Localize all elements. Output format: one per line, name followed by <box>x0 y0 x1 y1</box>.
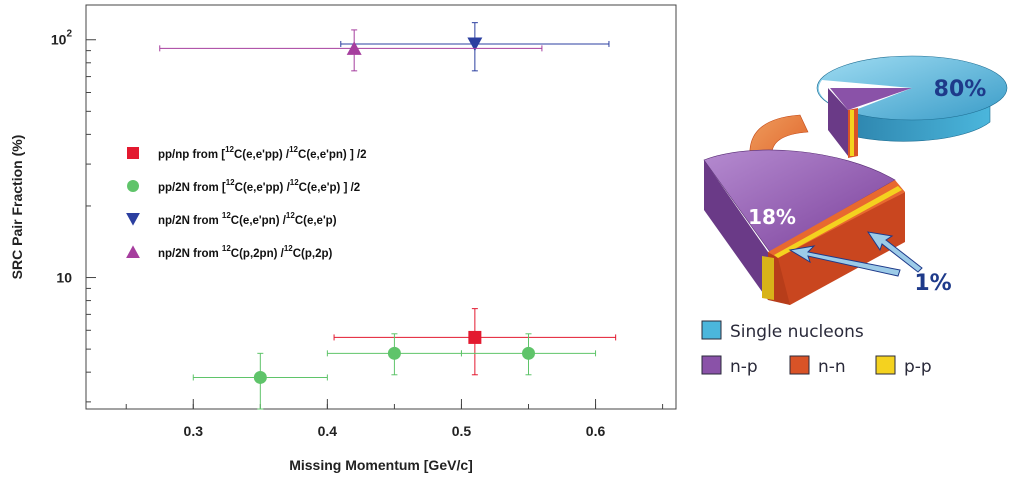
y-tick-labels: 10 102 <box>51 29 73 286</box>
data-point-series-1-0 <box>192 352 328 410</box>
scatter-chart: 0.3 0.4 0.5 0.6 10 102 pp/np from [12C(e,e'p… <box>9 4 677 473</box>
pie-chart: 80% 18% 1% Single nucleons n-p n-n p-p <box>701 55 1008 377</box>
data-point-series-2-0 <box>340 22 610 72</box>
legend-marker-0 <box>127 147 139 159</box>
data-point-series-1-1 <box>326 333 462 376</box>
legend-label-n-p: n-p <box>730 357 758 377</box>
x-axis-label: Missing Momentum [GeV/c] <box>289 457 473 473</box>
legend-swatch-n-p <box>701 355 722 375</box>
legend-label-1: pp/2N from [12C(e,e'pp) /12C(e,e'p) ] /2 <box>158 178 360 194</box>
legend-entry-0: pp/np from [12C(e,e'pp) /12C(e,e'pn) ] /… <box>127 145 367 161</box>
legend-label-2: np/2N from 12C(e,e'pn) /12C(e,e'p) <box>158 211 337 227</box>
legend-marker-1 <box>127 180 139 192</box>
legend-swatch-n-n <box>789 355 810 375</box>
legend-entry-3: np/2N from 12C(p,2pn) /12C(p,2p) <box>126 244 333 260</box>
y-tick-label: 102 <box>51 29 73 48</box>
legend-label-single-nucleons: Single nucleons <box>730 322 864 342</box>
y-axis-label: SRC Pair Fraction (%) <box>9 135 25 280</box>
legend-swatch-single-nucleons <box>701 320 722 340</box>
pie-slice-p-p <box>762 186 902 300</box>
pie-label-18: 18% <box>748 205 796 229</box>
data-point-series-1-2 <box>460 333 597 376</box>
legend-entry-2: np/2N from 12C(e,e'pn) /12C(e,e'p) <box>126 211 337 227</box>
axis-ticks <box>86 39 664 409</box>
y-tick-label: 10 <box>56 270 72 286</box>
legend-label-p-p: p-p <box>904 357 932 377</box>
data-point-series-0-0 <box>333 308 617 376</box>
x-tick-labels: 0.3 0.4 0.5 0.6 <box>184 423 606 439</box>
legend-label-3: np/2N from 12C(p,2pn) /12C(p,2p) <box>158 244 333 260</box>
legend-marker-3 <box>126 245 140 258</box>
legend: pp/np from [12C(e,e'pp) /12C(e,e'pn) ] /… <box>126 145 367 260</box>
x-tick-label: 0.6 <box>586 423 606 439</box>
legend-entry-1: pp/2N from [12C(e,e'pp) /12C(e,e'p) ] /2 <box>127 178 360 194</box>
x-tick-label: 0.3 <box>184 423 204 439</box>
pie-legend: Single nucleons n-p n-n p-p <box>701 320 932 377</box>
legend-label-0: pp/np from [12C(e,e'pp) /12C(e,e'pn) ] /… <box>158 145 367 161</box>
pie-label-80: 80% <box>934 77 987 102</box>
legend-label-n-n: n-n <box>818 357 846 377</box>
one-percent-arrows <box>788 231 923 277</box>
plot-frame <box>85 4 677 410</box>
legend-swatch-p-p <box>875 355 896 375</box>
data-points <box>159 22 617 410</box>
pie-slice-n-p <box>703 149 896 300</box>
pie-main-cutout <box>818 80 912 158</box>
pie-annotation-1: 1% <box>914 271 951 296</box>
data-point-series-3-0 <box>159 29 543 72</box>
x-tick-label: 0.5 <box>452 423 472 439</box>
x-tick-label: 0.4 <box>318 423 338 439</box>
legend-marker-2 <box>126 213 140 226</box>
